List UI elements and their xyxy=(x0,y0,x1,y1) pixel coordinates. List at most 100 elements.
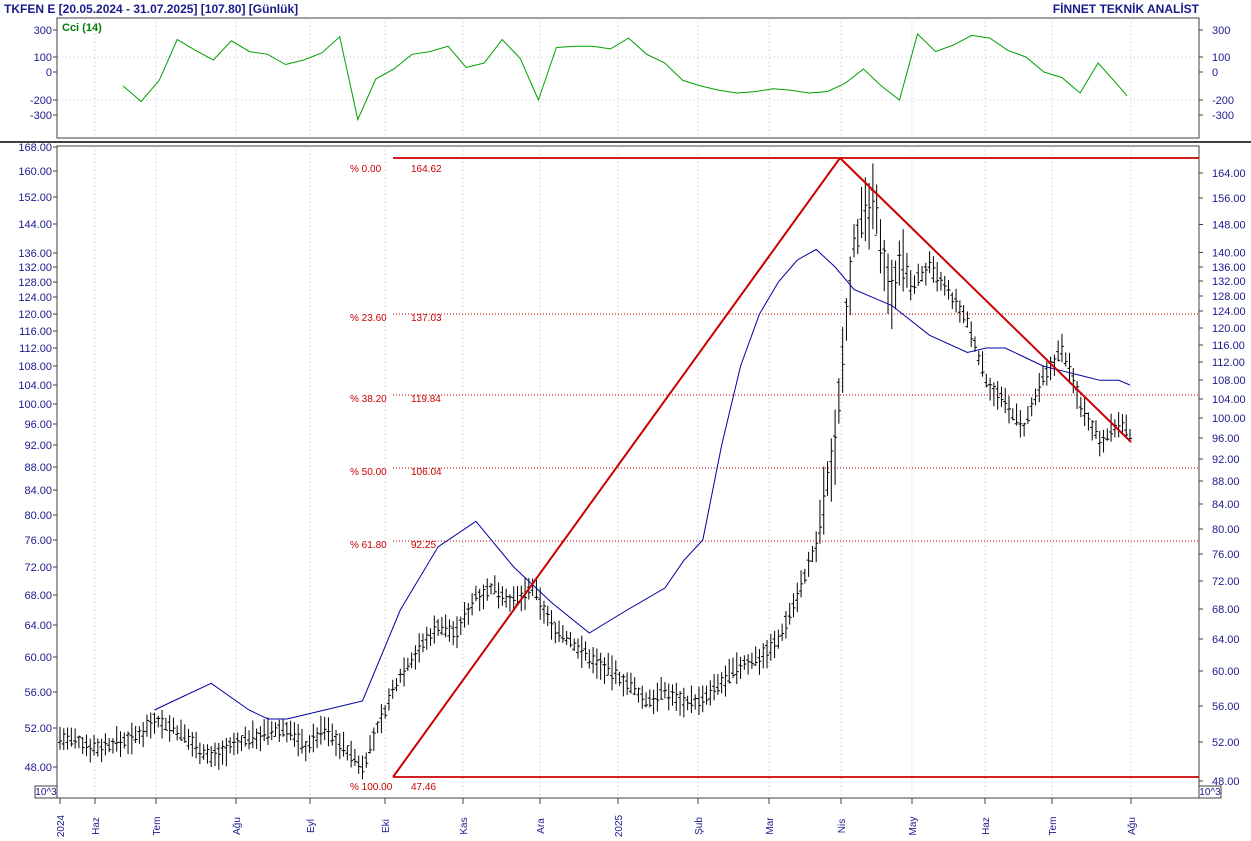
price-tick-label-right: 136.00 xyxy=(1212,262,1246,274)
price-bar xyxy=(107,738,112,753)
price-bar xyxy=(235,732,240,754)
price-bar xyxy=(594,648,599,679)
price-tick-label-right: 140.00 xyxy=(1212,248,1246,260)
price-bar xyxy=(1022,422,1027,437)
price-bar xyxy=(443,614,448,638)
fib-price-label: 106.04 xyxy=(411,467,442,478)
price-bar xyxy=(1105,428,1110,441)
price-bar xyxy=(144,714,149,737)
price-bar xyxy=(783,610,788,639)
price-bar xyxy=(417,633,422,663)
price-bar xyxy=(439,616,444,636)
price-bar xyxy=(802,568,807,584)
cci-tick-label: 300 xyxy=(34,25,52,37)
price-tick-label-right: 96.00 xyxy=(1212,433,1240,445)
price-bar xyxy=(126,731,131,755)
price-bar xyxy=(863,177,868,242)
fib-pct-label: % 0.00 xyxy=(350,164,382,175)
svg-text:10^3: 10^3 xyxy=(35,787,57,798)
price-bar xyxy=(557,620,562,643)
price-bar xyxy=(190,732,195,757)
price-bar xyxy=(908,270,913,301)
price-tick-label: 112.00 xyxy=(19,343,52,355)
price-bar xyxy=(394,678,399,692)
price-bar xyxy=(1033,388,1038,406)
price-bar xyxy=(334,730,339,757)
price-tick-label-right: 72.00 xyxy=(1212,576,1240,588)
price-bar xyxy=(80,737,85,754)
price-tick-label: 76.00 xyxy=(24,535,52,547)
price-tick-label-right: 148.00 xyxy=(1212,220,1246,232)
price-bar xyxy=(1059,333,1064,363)
price-bar xyxy=(1044,358,1049,386)
price-bar xyxy=(470,593,475,616)
price-bar xyxy=(239,735,244,752)
price-bar xyxy=(110,738,115,754)
price-tick-label-right: 124.00 xyxy=(1212,306,1246,318)
price-bar xyxy=(704,685,709,705)
price-bar xyxy=(696,686,701,716)
price-bar xyxy=(712,673,717,701)
price-bar xyxy=(258,726,263,752)
price-bar xyxy=(1078,396,1083,418)
price-bar xyxy=(76,735,81,749)
price-bar xyxy=(265,717,270,746)
price-bar xyxy=(424,626,429,650)
price-bar xyxy=(727,658,732,684)
price-tick-label: 152.00 xyxy=(18,192,52,204)
price-bar xyxy=(1063,352,1068,367)
price-bar xyxy=(579,635,584,669)
fib-price-label: 47.46 xyxy=(411,782,436,793)
price-tick-label-right: 156.00 xyxy=(1212,193,1246,205)
price-tick-label: 84.00 xyxy=(24,485,52,497)
price-bar xyxy=(182,724,187,743)
price-tick-label-right: 88.00 xyxy=(1212,476,1240,488)
price-bar xyxy=(428,628,433,646)
price-tick-label-right: 128.00 xyxy=(1212,291,1246,303)
price-bar xyxy=(685,695,690,711)
price-bar xyxy=(946,280,951,300)
price-bar xyxy=(175,725,180,741)
price-bar xyxy=(148,712,153,739)
price-bar xyxy=(534,578,539,601)
x-tick-label: Nis xyxy=(837,819,848,833)
price-bar xyxy=(976,350,981,366)
x-tick-label: Şub xyxy=(694,817,705,835)
price-bar xyxy=(541,600,546,624)
price-bar xyxy=(572,638,577,652)
price-bar xyxy=(341,731,346,757)
price-bar xyxy=(451,621,456,646)
x-axis: 2024 Haz Tem Ağu Eyl Eki Kas Ara 2025 Şub Mar Nis Ma… xyxy=(56,798,1138,837)
price-bar xyxy=(961,305,966,324)
price-bar xyxy=(458,616,463,636)
price-bar xyxy=(1056,340,1061,362)
price-bar xyxy=(980,351,985,377)
scale-note-left: 10^3 xyxy=(34,785,58,799)
price-bar xyxy=(228,737,233,754)
price-bar xyxy=(231,732,236,756)
price-bar xyxy=(171,717,176,734)
price-bar xyxy=(991,382,996,407)
price-bar xyxy=(1082,397,1087,427)
price-bar xyxy=(496,582,501,609)
price-tick-label: 80.00 xyxy=(24,510,52,522)
x-tick-label: May xyxy=(908,817,919,836)
price-bar xyxy=(904,252,909,288)
cci-panel: 300 100 0 -200 -300 300 100 0 -200 -300 Cci (14) xyxy=(30,17,1234,139)
price-bar xyxy=(840,327,845,393)
price-bar xyxy=(307,735,312,753)
price-tick-label: 96.00 xyxy=(24,419,52,431)
price-bar xyxy=(753,646,758,666)
price-bar xyxy=(916,263,921,287)
price-tick-label-right: 104.00 xyxy=(1212,394,1246,406)
price-bar xyxy=(477,588,482,612)
price-tick-label: 132.00 xyxy=(18,262,52,274)
price-bar xyxy=(178,719,183,741)
price-bar xyxy=(436,618,441,636)
price-bar xyxy=(613,660,618,684)
price-bar xyxy=(129,722,134,755)
price-bar xyxy=(591,647,596,674)
price-tick-label-right: 60.00 xyxy=(1212,666,1240,678)
price-tick-label-right: 120.00 xyxy=(1212,323,1246,335)
